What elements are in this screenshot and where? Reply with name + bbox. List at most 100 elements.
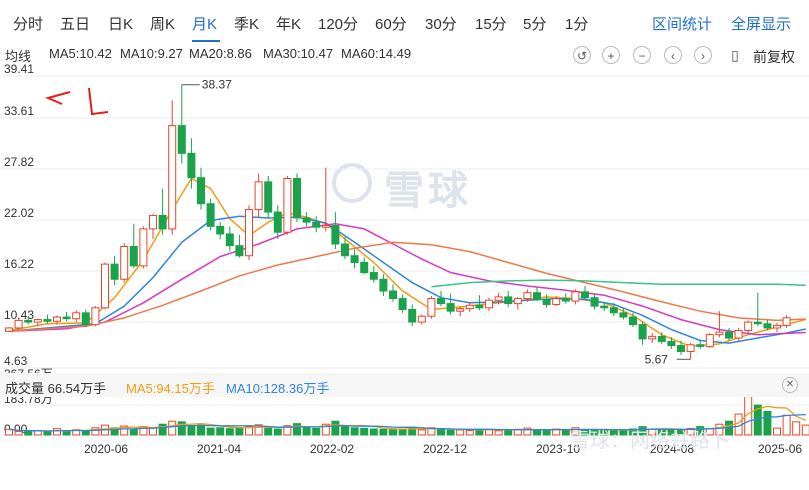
price-tick-label: 39.41 [4,62,34,76]
candle-body [43,319,52,322]
chevron-right-icon[interactable]: › [694,46,712,64]
ma30-value: MA30:10.47 [263,46,334,61]
ma-legend: 均线 MA5:10.42 MA10:9.27 MA20:8.86 MA30:10… [0,44,809,66]
candle-body [629,316,637,326]
candle-body [725,331,733,339]
watermark-footer: 雪球：网络蛀路卜 [570,430,730,452]
candle-body [389,290,397,300]
price-adjust-toggle[interactable]: 前复权 [753,49,795,65]
price-tick-label: 4.63 [4,354,28,368]
candle-body [197,177,205,205]
volume-bar [225,428,234,436]
fullscreen-link[interactable]: 全屏显示 [731,16,792,33]
price-tick-label: 16.22 [4,257,34,271]
tab-6[interactable]: 年K [276,16,302,33]
volume-bar [629,428,637,436]
red-annotation-mark [44,91,71,105]
volume-bar [321,423,330,436]
tab-4[interactable]: 月K [192,16,218,33]
candle-icon[interactable]: ▯ [731,47,739,63]
ma10-value: MA10:9.27 [120,46,183,61]
tab-7[interactable]: 120分 [318,16,359,33]
volume-bar [273,428,282,436]
x-tick-label: 2020-06 [84,442,128,456]
volume-bar [398,428,407,436]
volume-bar [254,424,263,436]
chevron-left-icon[interactable]: ‹ [664,46,682,64]
candle-body [312,221,321,228]
candle-body [187,152,196,179]
candle-body [33,319,42,323]
ma-line-ma20 [8,223,806,336]
candle-body [619,312,628,318]
tab-10[interactable]: 15分 [475,16,507,33]
volume-bar [283,425,292,436]
undo-icon[interactable]: ↺ [573,46,591,64]
volume-bar [638,426,647,436]
candle-body [129,246,138,267]
candle-body [216,225,225,235]
candle-body [350,255,359,263]
range-stats-link[interactable]: 区间统计 [652,16,713,33]
candle-body [705,334,714,347]
volume-bar [792,421,801,436]
volume-bar [158,423,167,436]
ma-label: 均线 [5,49,32,64]
volume-ma5: MA5:94.15万手 [126,381,215,396]
ma20-value: MA20:8.86 [189,46,252,61]
red-annotation-mark [88,87,109,116]
zoom-in-icon[interactable]: + [602,46,620,64]
x-tick-label: 2022-02 [310,442,354,456]
candle-body [773,324,781,329]
tab-1[interactable]: 五日 [60,16,91,33]
candle-body [72,312,81,320]
candle-body [398,298,407,310]
volume-bar [43,431,52,436]
candle-body [686,344,695,352]
candle-body [513,298,522,305]
candle-body [235,245,244,257]
volume-ma10-line [8,413,806,432]
volume-bar [53,428,61,436]
volume-bar [331,420,340,436]
candle-body [465,304,474,310]
volume-bar [686,427,695,436]
candle-body [158,214,167,230]
volume-bar [465,430,474,436]
tab-3[interactable]: 周K [150,16,176,33]
candle-body [504,296,513,305]
volume-bar [216,427,225,436]
candle-body [293,178,301,219]
price-tick-label: 27.82 [4,155,34,169]
tab-12[interactable]: 1分 [565,16,589,33]
candle-body [715,331,724,336]
tab-8[interactable]: 60分 [375,16,407,33]
volume-bar [341,425,349,436]
x-tick-label: 2022-12 [423,442,467,456]
candle-body [638,324,647,340]
volume-bar [389,429,397,436]
candle-body [581,291,589,299]
tab-11[interactable]: 5分 [523,16,547,33]
candle-body [101,263,109,309]
candle-body [177,125,186,154]
candle-body [408,308,417,323]
volume-bar [293,423,301,436]
tab-0[interactable]: 分时 [13,16,44,33]
candle-body [168,125,177,230]
volume-bar [456,429,465,436]
watermark-brand: 雪球 [384,169,472,213]
tab-2[interactable]: 日K [108,16,134,33]
candle-body [53,316,61,322]
volume-bar [379,428,388,436]
candle-body [321,225,330,228]
tab-5[interactable]: 季K [234,16,260,33]
candle-body [667,340,676,347]
volume-bar [235,427,244,436]
candle-body [225,233,234,247]
tab-9[interactable]: 30分 [425,16,457,33]
close-icon[interactable]: ✕ [782,377,798,393]
volume-bar [350,427,359,436]
zoom-out-icon[interactable]: − [633,46,651,64]
